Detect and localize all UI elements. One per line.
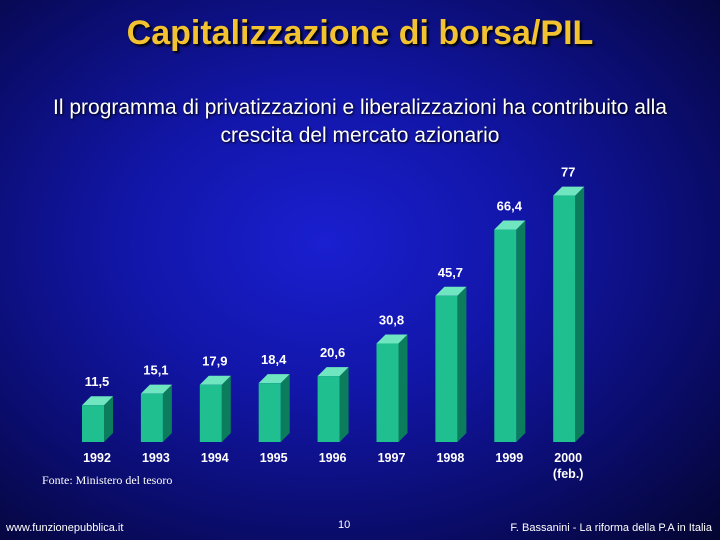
bar-top-1994 — [199, 375, 231, 385]
bar-top-1992 — [82, 396, 113, 406]
category-label: 1998 — [436, 451, 464, 465]
value-label: 45,7 — [438, 265, 463, 280]
bar-side-1995 — [280, 374, 290, 442]
value-label: 17,9 — [202, 354, 227, 369]
bar-side-1999 — [516, 220, 526, 442]
bar-side-2000 — [575, 186, 585, 442]
bar-1994 — [199, 384, 222, 442]
bar-1998 — [435, 295, 458, 442]
value-label: 18,4 — [261, 352, 287, 367]
slide-subtitle: Il programma di privatizzazioni e libera… — [53, 96, 667, 147]
category-label: 1996 — [319, 451, 347, 465]
bar-top-1999 — [494, 220, 526, 230]
bar-side-1993 — [162, 384, 172, 442]
bar-1997 — [376, 343, 399, 442]
bar-top-1998 — [435, 286, 467, 296]
footer-website: www.funzionepubblica.it — [6, 522, 124, 534]
slide-title: Capitalizzazione di borsa/PIL — [126, 14, 594, 52]
bar-side-1992 — [104, 396, 113, 442]
bar-1993 — [140, 393, 163, 442]
bar-top-1997 — [376, 334, 408, 344]
bar-side-1998 — [457, 286, 467, 442]
bar-top-1995 — [258, 374, 290, 384]
bar-top-1993 — [140, 384, 172, 394]
value-label: 11,5 — [85, 374, 110, 389]
category-label: 1993 — [142, 451, 170, 465]
category-label: 1994 — [201, 451, 229, 465]
category-label: 1997 — [378, 451, 406, 465]
bar-side-1996 — [339, 367, 349, 442]
value-label: 15,1 — [143, 363, 168, 378]
value-label: 20,6 — [320, 345, 345, 360]
bar-1996 — [317, 376, 340, 442]
category-label: 1995 — [260, 451, 288, 465]
value-label: 66,4 — [497, 199, 523, 214]
bar-top-1996 — [317, 367, 349, 377]
category-sublabel: (feb.) — [553, 467, 584, 481]
bar-1995 — [258, 383, 281, 442]
bar-1999 — [494, 229, 517, 442]
category-label: 1999 — [495, 451, 523, 465]
footer-author: F. Bassanini - La riforma della P.A in I… — [510, 522, 712, 534]
bar-1992 — [82, 405, 104, 442]
bar-side-1997 — [398, 334, 408, 442]
source-note: Fonte: Ministero del tesoro — [42, 473, 173, 487]
category-label: 1992 — [83, 451, 111, 465]
bar-2000 — [553, 195, 576, 442]
page-number: 10 — [338, 519, 351, 531]
category-label: 2000 — [554, 451, 582, 465]
bar-top-2000 — [553, 186, 585, 196]
bar-side-1994 — [221, 375, 231, 442]
value-label: 30,8 — [379, 312, 404, 327]
value-label: 77 — [561, 165, 575, 180]
